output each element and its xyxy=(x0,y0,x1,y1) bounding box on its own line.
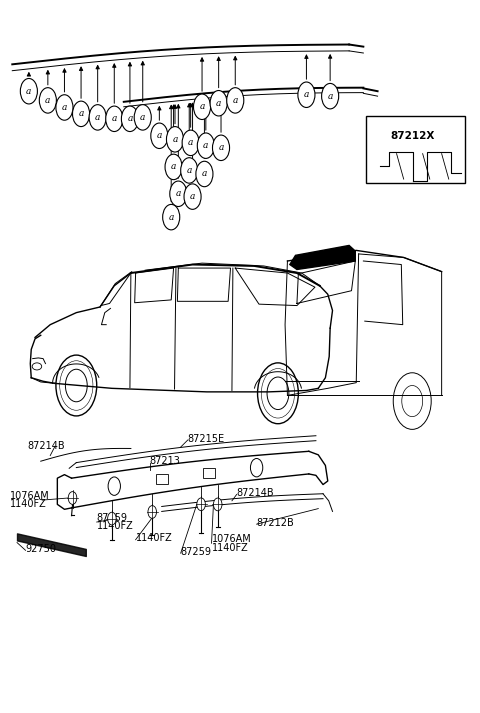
Circle shape xyxy=(371,123,387,149)
Circle shape xyxy=(165,154,182,180)
Circle shape xyxy=(182,130,199,155)
Circle shape xyxy=(121,106,138,131)
Text: 87213: 87213 xyxy=(150,456,181,466)
Text: 87212B: 87212B xyxy=(257,518,294,528)
Text: a: a xyxy=(95,113,100,122)
Polygon shape xyxy=(290,245,355,270)
Text: a: a xyxy=(187,166,192,175)
Circle shape xyxy=(151,123,168,148)
Text: a: a xyxy=(216,98,221,108)
Text: a: a xyxy=(190,192,195,201)
Text: 1076AM: 1076AM xyxy=(212,534,252,544)
Circle shape xyxy=(20,78,37,104)
Text: a: a xyxy=(62,103,67,112)
Text: a: a xyxy=(304,91,309,99)
Circle shape xyxy=(89,105,106,130)
Circle shape xyxy=(251,458,263,477)
Text: a: a xyxy=(45,96,50,105)
Text: 1140FZ: 1140FZ xyxy=(136,533,172,543)
Text: a: a xyxy=(202,170,207,178)
Text: a: a xyxy=(140,113,145,122)
Text: a: a xyxy=(78,109,84,118)
Text: a: a xyxy=(218,143,224,153)
Text: 1076AM: 1076AM xyxy=(10,491,49,501)
Text: 87259: 87259 xyxy=(96,513,128,523)
Bar xyxy=(366,116,466,183)
Circle shape xyxy=(197,133,215,158)
Text: a: a xyxy=(203,141,208,150)
Circle shape xyxy=(196,161,213,187)
Bar xyxy=(156,473,168,484)
Circle shape xyxy=(180,158,198,183)
Circle shape xyxy=(227,88,244,113)
Text: 87215E: 87215E xyxy=(188,434,225,443)
Text: a: a xyxy=(127,114,132,123)
Circle shape xyxy=(214,498,222,511)
Text: 87212X: 87212X xyxy=(390,131,435,141)
Text: a: a xyxy=(156,131,162,140)
Circle shape xyxy=(108,477,120,496)
Text: a: a xyxy=(172,135,178,144)
Circle shape xyxy=(148,506,156,518)
Text: a: a xyxy=(171,163,176,171)
Circle shape xyxy=(184,184,201,210)
Circle shape xyxy=(322,83,339,109)
Circle shape xyxy=(163,205,180,230)
Text: a: a xyxy=(233,96,238,105)
Bar xyxy=(203,468,215,478)
Text: a: a xyxy=(111,114,117,123)
Circle shape xyxy=(134,105,151,130)
Circle shape xyxy=(56,95,73,120)
Text: 92750: 92750 xyxy=(25,544,57,554)
Text: a: a xyxy=(188,138,193,148)
Circle shape xyxy=(298,82,315,108)
Text: a: a xyxy=(199,102,205,111)
Circle shape xyxy=(213,135,229,160)
Text: a: a xyxy=(376,132,382,140)
Circle shape xyxy=(106,106,123,131)
Circle shape xyxy=(72,101,90,127)
Text: 87214B: 87214B xyxy=(27,441,65,451)
Circle shape xyxy=(39,88,56,113)
Text: 87259: 87259 xyxy=(180,547,212,557)
Text: 1140FZ: 1140FZ xyxy=(10,499,47,509)
Text: 1140FZ: 1140FZ xyxy=(96,521,133,531)
Circle shape xyxy=(210,91,227,116)
Text: a: a xyxy=(176,189,181,198)
Circle shape xyxy=(193,94,211,120)
Text: a: a xyxy=(26,87,32,96)
Circle shape xyxy=(167,127,183,152)
Circle shape xyxy=(170,181,187,207)
Text: 87214B: 87214B xyxy=(237,488,274,498)
Circle shape xyxy=(68,492,77,504)
Circle shape xyxy=(108,512,116,525)
Circle shape xyxy=(197,498,205,511)
Text: a: a xyxy=(327,92,333,101)
Text: 1140FZ: 1140FZ xyxy=(212,543,248,553)
Text: a: a xyxy=(168,212,174,222)
